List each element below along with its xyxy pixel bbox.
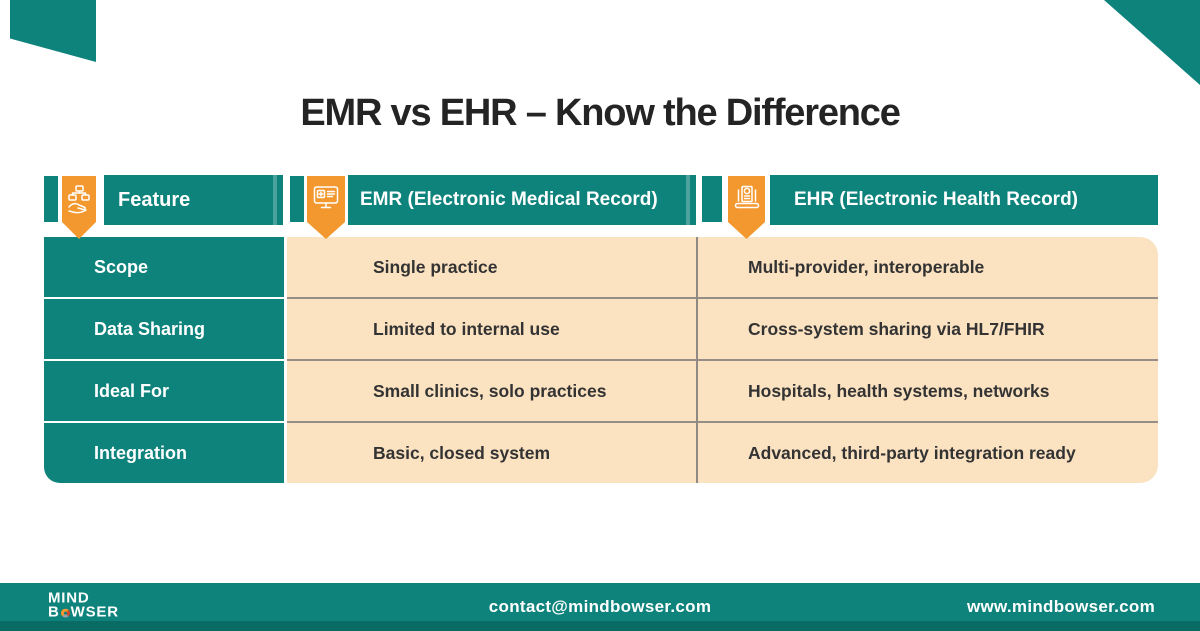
logo-swirl-icon (60, 608, 70, 618)
table-row: Single practice Multi-provider, interope… (287, 237, 1158, 297)
emr-cell: Limited to internal use (373, 318, 560, 339)
logo-line1: MIND (48, 589, 90, 607)
column-header-ehr: EHR (Electronic Health Record) (770, 175, 1158, 225)
header-highlight-strip (273, 175, 277, 225)
footer-bottom-strip (0, 621, 1200, 631)
table-row: Basic, closed system Advanced, third-par… (287, 421, 1158, 483)
header-divider-strip (290, 176, 304, 222)
header-divider-strip (702, 176, 722, 222)
emr-cell: Single practice (373, 256, 498, 277)
ehr-cell: Advanced, third-party integration ready (748, 442, 1076, 463)
comparison-table-body: Single practice Multi-provider, interope… (287, 237, 1158, 483)
page-title: EMR vs EHR – Know the Difference (300, 92, 900, 134)
feature-row-label: Ideal For (44, 359, 284, 421)
feature-row-label: Scope (94, 256, 149, 277)
corner-accent-top-right (1104, 0, 1200, 85)
column-header-emr: EMR (Electronic Medical Record) (348, 175, 696, 225)
table-row: Small clinics, solo practices Hospitals,… (287, 359, 1158, 421)
emr-cell: Basic, closed system (373, 442, 551, 463)
hand-hierarchy-icon (66, 184, 92, 239)
column-header-feature: Feature (104, 175, 283, 225)
column-header-emr-label: EMR (Electronic Medical Record) (360, 189, 658, 210)
column-header-feature-label: Feature (118, 188, 191, 211)
ehr-ribbon-badge (728, 176, 765, 239)
column-header-ehr-label: EHR (Electronic Health Record) (794, 189, 1078, 210)
logo-line2-prefix: B (48, 603, 60, 621)
feature-ribbon-badge (62, 176, 96, 239)
table-row: Limited to internal use Cross-system sha… (287, 297, 1158, 359)
feature-row-label: Integration (44, 421, 284, 483)
ehr-cell: Cross-system sharing via HL7/FHIR (748, 318, 1045, 339)
column-divider-line (696, 237, 698, 483)
monitor-medical-record-icon (312, 184, 340, 239)
ehr-cell: Hospitals, health systems, networks (748, 380, 1050, 401)
ehr-cell: Multi-provider, interoperable (748, 256, 985, 277)
laptop-health-document-icon (733, 184, 761, 239)
header-highlight-strip (686, 175, 690, 225)
emr-cell: Small clinics, solo practices (373, 380, 607, 401)
website-url: www.mindbowser.com (966, 597, 1155, 616)
contact-email: contact@mindbowser.com (488, 597, 712, 616)
mindbowser-logo: MIND B WSER (48, 589, 119, 621)
feature-row-label: Data Sharing (44, 297, 284, 359)
corner-accent-top-left (10, 0, 96, 62)
feature-column: Scope Data Sharing Ideal For Integration (44, 237, 284, 483)
logo-line2-suffix: WSER (70, 603, 119, 621)
emr-ribbon-badge (307, 176, 345, 239)
header-divider-strip (44, 176, 58, 222)
